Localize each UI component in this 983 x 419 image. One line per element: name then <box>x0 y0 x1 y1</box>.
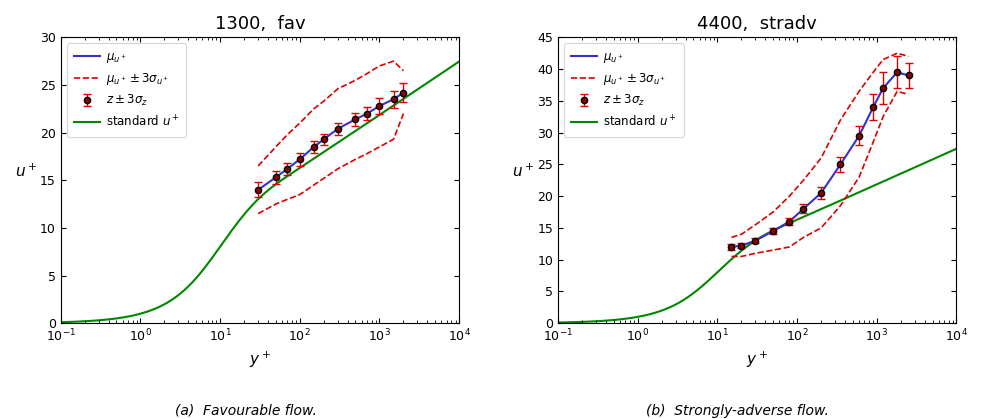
$\mu_{u^+} \pm 3\sigma_{u^+}$ <box>768 210 780 215</box>
$\mu_{u^+} \pm 3\sigma_{u^+}$ <box>892 51 903 56</box>
Line: standard $u^+$: standard $u^+$ <box>558 149 956 323</box>
$\mu_{u^+} \pm 3\sigma_{u^+}$ <box>294 121 306 126</box>
standard $u^+$ <box>768 228 780 233</box>
$\mu_{u^+} \pm 3\sigma_{u^+}$ <box>725 235 737 240</box>
$\mu_{u^+} \pm 3\sigma_{u^+}$ <box>281 132 293 137</box>
$\mu_{u^+}$ <box>318 137 329 142</box>
standard $u^+$ <box>381 107 393 112</box>
Line: $\mu_{u^+} \pm 3\sigma_{u^+}$: $\mu_{u^+} \pm 3\sigma_{u^+}$ <box>731 53 908 238</box>
X-axis label: $y^+$: $y^+$ <box>249 350 271 370</box>
$\mu_{u^+} \pm 3\sigma_{u^+}$ <box>308 106 319 111</box>
$\mu_{u^+}$ <box>750 238 762 243</box>
$\mu_{u^+}$ <box>270 175 282 180</box>
$\mu_{u^+} \pm 3\sigma_{u^+}$ <box>361 71 373 76</box>
$\mu_{u^+}$ <box>387 97 399 102</box>
Legend: $\mu_{u^+}$, $\mu_{u^+} \pm 3\sigma_{u^+}$, $z \pm 3\sigma_z$, standard $u^+$: $\mu_{u^+}$, $\mu_{u^+} \pm 3\sigma_{u^+… <box>564 43 684 137</box>
standard $u^+$ <box>270 181 282 186</box>
standard $u^+$ <box>744 242 756 247</box>
$\mu_{u^+} \pm 3\sigma_{u^+}$ <box>835 117 846 122</box>
$\mu_{u^+} \pm 3\sigma_{u^+}$ <box>877 57 889 62</box>
$\mu_{u^+} \pm 3\sigma_{u^+}$ <box>397 68 409 73</box>
$\mu_{u^+}$ <box>294 157 306 162</box>
standard $u^+$ <box>951 146 962 151</box>
Y-axis label: $u^+$: $u^+$ <box>15 163 37 180</box>
$\mu_{u^+}$ <box>797 206 809 211</box>
Title: 4400,  stradv: 4400, stradv <box>697 15 817 33</box>
$\mu_{u^+}$ <box>253 187 264 192</box>
$\mu_{u^+}$ <box>308 145 319 150</box>
Text: (b)  Strongly-adverse flow.: (b) Strongly-adverse flow. <box>646 404 829 418</box>
standard $u^+$ <box>55 320 67 325</box>
$\mu_{u^+}$ <box>902 73 914 78</box>
$\mu_{u^+}$ <box>332 126 344 131</box>
$\mu_{u^+} \pm 3\sigma_{u^+}$ <box>797 178 809 183</box>
$\mu_{u^+}$ <box>725 244 737 249</box>
$\mu_{u^+} \pm 3\sigma_{u^+}$ <box>270 145 282 150</box>
Line: $\mu_{u^+}$: $\mu_{u^+}$ <box>259 93 403 190</box>
$\mu_{u^+}$ <box>835 162 846 167</box>
Text: (a)  Favourable flow.: (a) Favourable flow. <box>175 404 317 418</box>
$\mu_{u^+}$ <box>735 243 747 248</box>
Line: $\mu_{u^+} \pm 3\sigma_{u^+}$: $\mu_{u^+} \pm 3\sigma_{u^+}$ <box>259 61 403 166</box>
standard $u^+$ <box>941 150 953 155</box>
$\mu_{u^+} \pm 3\sigma_{u^+}$ <box>853 89 865 94</box>
$\mu_{u^+} \pm 3\sigma_{u^+}$ <box>374 63 385 68</box>
$\mu_{u^+}$ <box>281 166 293 171</box>
standard $u^+$ <box>247 202 259 207</box>
Line: standard $u^+$: standard $u^+$ <box>61 62 459 322</box>
Y-axis label: $u^+$: $u^+$ <box>512 163 535 180</box>
Line: $\mu_{u^+}$: $\mu_{u^+}$ <box>731 72 908 247</box>
$\mu_{u^+}$ <box>877 85 889 91</box>
$\mu_{u^+} \pm 3\sigma_{u^+}$ <box>867 70 879 75</box>
$\mu_{u^+} \pm 3\sigma_{u^+}$ <box>350 78 362 83</box>
$\mu_{u^+}$ <box>892 70 903 75</box>
$\mu_{u^+} \pm 3\sigma_{u^+}$ <box>387 59 399 64</box>
$\mu_{u^+}$ <box>397 90 409 95</box>
$\mu_{u^+} \pm 3\sigma_{u^+}$ <box>783 194 795 199</box>
standard $u^+$ <box>453 59 465 64</box>
$\mu_{u^+} \pm 3\sigma_{u^+}$ <box>750 222 762 227</box>
Legend: $\mu_{u^+}$, $\mu_{u^+} \pm 3\sigma_{u^+}$, $z \pm 3\sigma_z$, standard $u^+$: $\mu_{u^+}$, $\mu_{u^+} \pm 3\sigma_{u^+… <box>67 43 187 137</box>
standard $u^+$ <box>244 205 256 210</box>
standard $u^+$ <box>443 65 455 70</box>
$\mu_{u^+} \pm 3\sigma_{u^+}$ <box>735 232 747 237</box>
$\mu_{u^+}$ <box>768 228 780 233</box>
$\mu_{u^+} \pm 3\sigma_{u^+}$ <box>815 155 827 160</box>
$\mu_{u^+}$ <box>374 103 385 109</box>
$\mu_{u^+} \pm 3\sigma_{u^+}$ <box>332 86 344 91</box>
X-axis label: $y^+$: $y^+$ <box>746 350 769 370</box>
standard $u^+$ <box>879 178 891 184</box>
Title: 1300,  fav: 1300, fav <box>214 15 306 33</box>
standard $u^+$ <box>789 218 801 223</box>
standard $u^+$ <box>552 320 564 325</box>
$\mu_{u^+}$ <box>853 133 865 138</box>
$\mu_{u^+} \pm 3\sigma_{u^+}$ <box>902 54 914 59</box>
$\mu_{u^+}$ <box>783 219 795 224</box>
$\mu_{u^+}$ <box>350 117 362 122</box>
$\mu_{u^+}$ <box>361 111 373 116</box>
$\mu_{u^+} \pm 3\sigma_{u^+}$ <box>253 163 264 168</box>
$\mu_{u^+}$ <box>867 105 879 110</box>
$\mu_{u^+} \pm 3\sigma_{u^+}$ <box>318 98 329 103</box>
standard $u^+$ <box>292 167 304 172</box>
standard $u^+$ <box>741 244 753 249</box>
$\mu_{u^+}$ <box>815 191 827 196</box>
